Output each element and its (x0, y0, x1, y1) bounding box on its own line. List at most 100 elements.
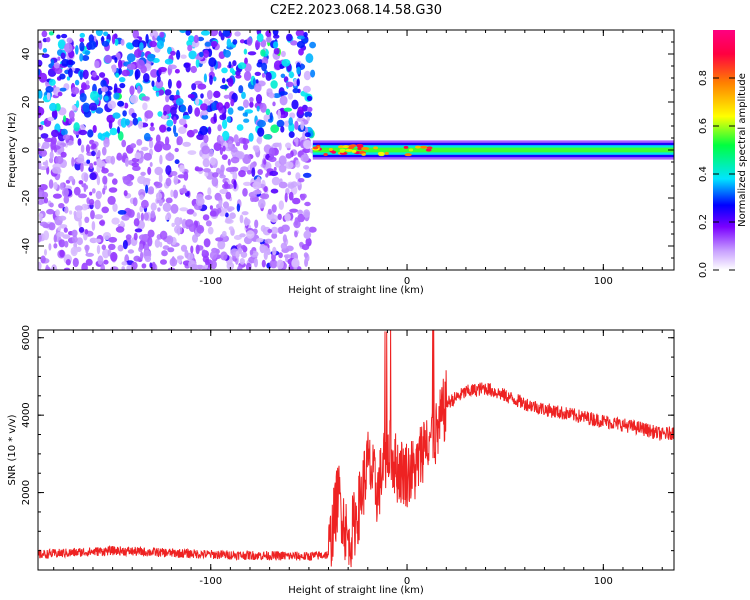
spectrogram-blob (278, 164, 287, 173)
spectrogram-blob (200, 93, 204, 99)
spectrogram-blob (268, 156, 277, 163)
spectrogram-blob (76, 209, 83, 219)
spectrogram-blob (61, 58, 69, 67)
spectrogram-blob (141, 146, 149, 151)
spectrogram-blob (193, 34, 199, 44)
spectrogram-blob (290, 40, 298, 46)
spectrogram-blob (213, 113, 217, 123)
spectrogram-blob (76, 100, 80, 108)
spectrogram-blob (103, 31, 109, 37)
spectrogram-blob (162, 202, 172, 212)
spectrogram-blob (230, 98, 235, 107)
spectrogram-blob (61, 128, 68, 136)
snr-panel: -100 0 100 2000 4000 6000 Height of straight … (7, 325, 675, 596)
spectrogram-blob (161, 250, 168, 257)
spectrogram-blob (251, 167, 256, 177)
spectrogram-blob (200, 103, 208, 111)
spectrogram-blob (302, 38, 309, 43)
spectrogram-blob (296, 35, 305, 40)
spectrogram-blob (78, 226, 85, 233)
spectrogram-blob (78, 129, 88, 136)
spectrogram-blob (107, 91, 112, 96)
spectrogram-blob (156, 40, 164, 50)
spectrogram-blob (87, 129, 94, 138)
spectrogram-blob (71, 104, 77, 111)
spectrogram-blob (72, 257, 79, 268)
spectrogram-blob (79, 37, 85, 43)
spectrogram-blob (45, 266, 51, 270)
spectrogram-blob (111, 217, 120, 225)
spectrogram-blob (234, 31, 241, 37)
spectrogram-blob (66, 76, 71, 81)
spectrogram-blob (209, 205, 213, 210)
spectrogram-blob (130, 143, 137, 149)
spectrogram-blob (96, 244, 101, 255)
spectrogram-blob (235, 74, 242, 79)
spectrogram-blob (174, 68, 180, 74)
spectrogram-blob (205, 258, 209, 266)
colorbar-tick-label: 0.8 (698, 70, 709, 86)
spectrogram-blob (226, 38, 232, 48)
spectrogram-blob (201, 249, 206, 255)
spectrogram-blob (38, 40, 43, 50)
spectrogram-blob (297, 213, 305, 223)
spectrogram-blob (222, 145, 226, 152)
spectrogram-blob (45, 86, 54, 93)
spectrogram-blob (77, 138, 82, 146)
spectrogram-blob (119, 83, 126, 89)
spectrogram-blob (173, 175, 179, 186)
spectrogram-blob (68, 110, 75, 120)
signal-hotspot (356, 143, 364, 147)
spectrogram-blob (117, 131, 124, 141)
spectrogram-blob (247, 51, 257, 56)
spectrogram-blob (187, 104, 193, 115)
spectrogram-blob (69, 210, 73, 215)
spectrogram-blob (136, 59, 145, 70)
spectrogram-blob (187, 44, 193, 52)
spectrogram-blob (137, 85, 141, 94)
spectrogram-blob (143, 212, 149, 221)
spectrogram-blob (122, 175, 131, 185)
x-tick-label: 100 (594, 276, 613, 287)
spectrogram-blob (203, 73, 207, 83)
spectrogram-blob (48, 31, 55, 36)
spectrogram-blob (230, 156, 240, 164)
spectrogram-blob (51, 129, 59, 138)
spectrogram-blob (222, 30, 231, 37)
spectrogram-blob (289, 71, 294, 79)
spectrogram-blob (176, 80, 182, 89)
spectrogram-blob (71, 235, 78, 243)
spectrogram-blob (149, 162, 153, 167)
spectrogram-blob (170, 171, 178, 176)
spectrogram-blob (123, 190, 128, 197)
spectrogram-blob (305, 53, 314, 64)
spectrogram-blob (184, 249, 189, 259)
spectrogram-blob (166, 235, 174, 245)
spectrogram-blob (195, 197, 205, 206)
spectrogram-blob (164, 89, 172, 96)
spectrogram-blob (165, 152, 175, 162)
spectrogram-blob (99, 220, 105, 226)
spectrogram-blob (40, 133, 49, 139)
spectrogram-blob (279, 95, 288, 106)
spectrogram-blob (292, 88, 300, 94)
spectrogram-blob (233, 134, 239, 144)
spectrogram-blob (38, 142, 41, 148)
spectrogram-blob (273, 47, 280, 55)
spectrogram-blob (168, 64, 177, 70)
spectrogram-blob (261, 72, 266, 78)
spectrogram-blob (269, 170, 279, 177)
spectrogram-blob (306, 116, 310, 122)
spectrogram-blob (88, 40, 97, 50)
spectrogram-blob (303, 230, 312, 239)
spectrogram-blob (45, 159, 49, 169)
y-tick-label: 2000 (21, 480, 32, 505)
spectrogram-blob (127, 209, 135, 218)
spectrogram-blob (197, 36, 205, 42)
spectrogram-blob (96, 158, 102, 167)
spectrogram-blob (41, 30, 48, 38)
spectrogram-blob (303, 165, 310, 170)
spectrogram-blob (226, 206, 235, 212)
spectrogram-blob (219, 114, 227, 121)
spectrogram-blob (246, 230, 255, 239)
